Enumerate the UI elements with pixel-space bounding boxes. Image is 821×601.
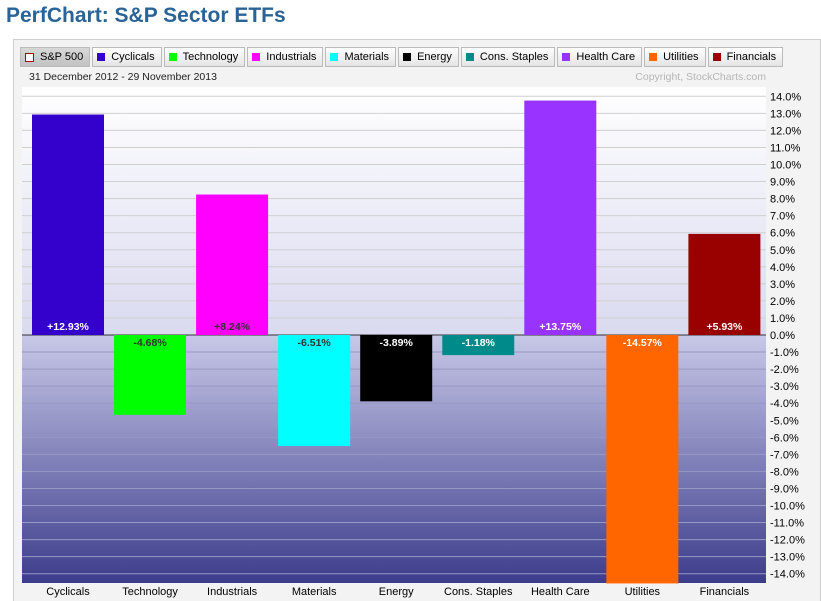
legend-swatch: [562, 53, 571, 61]
y-tick-label: 5.0%: [770, 245, 795, 257]
legend-toggle-technology[interactable]: Technology: [163, 47, 246, 67]
legend-swatch: [168, 53, 177, 61]
legend-label: Cons. Staples: [479, 51, 549, 63]
y-tick-label: 4.0%: [770, 262, 795, 274]
bar-technology: [114, 335, 187, 415]
bars: +12.93% -4.68% +8.24% -6.51% -3.89% -1.18% +13…: [32, 100, 761, 584]
data-label-utilities: -14.57%: [623, 337, 663, 349]
legend-swatch: [649, 53, 658, 61]
y-tick-label: -7.0%: [770, 449, 799, 461]
y-tick-label: -4.0%: [770, 398, 799, 410]
y-tick-label: 6.0%: [770, 228, 795, 240]
legend-label: Health Care: [576, 51, 636, 63]
data-label-energy: -3.89%: [380, 337, 414, 349]
y-tick-label: -6.0%: [770, 432, 799, 444]
x-tick-label-technology: Technology: [122, 586, 178, 598]
data-label-industrials: +8.24%: [214, 321, 251, 333]
x-tick-label-industrials: Industrials: [207, 586, 258, 598]
y-tick-label: -11.0%: [770, 518, 804, 530]
y-tick-label: -2.0%: [770, 364, 799, 376]
y-tick-label: -5.0%: [770, 415, 799, 427]
legend-toggle-s-p-500[interactable]: S&P 500: [20, 47, 91, 67]
y-tick-label: 9.0%: [770, 177, 795, 189]
legend-toggle-cyclicals[interactable]: Cyclicals: [92, 47, 162, 67]
legend-swatch: [97, 53, 106, 61]
legend-swatch: [403, 53, 412, 61]
x-tick-label-cons-staples: Cons. Staples: [444, 586, 513, 598]
x-tick-label-health-care: Health Care: [531, 586, 590, 598]
y-axis: 14.0% 13.0% 12.0% 11.0% 10.0% 9.0% 8.0% 7.0% 6.0…: [770, 91, 805, 580]
legend-swatch: [25, 52, 34, 62]
y-tick-label: -8.0%: [770, 466, 799, 478]
legend-toggle-materials[interactable]: Materials: [325, 47, 397, 67]
legend-toggle-financials[interactable]: Financials: [707, 47, 784, 67]
data-label-technology: -4.68%: [133, 337, 167, 349]
y-tick-label: 14.0%: [770, 91, 801, 103]
page-title: PerfChart: S&P Sector ETFs: [6, 4, 286, 27]
plot-background-positive: [22, 87, 766, 335]
y-tick-label: -9.0%: [770, 483, 799, 495]
data-label-cyclicals: +12.93%: [47, 321, 89, 333]
copyright-notice: Copyright, StockCharts.com: [635, 71, 766, 83]
legend-toggle-energy[interactable]: Energy: [398, 47, 459, 67]
data-label-materials: -6.51%: [298, 337, 332, 349]
legend-label: Financials: [726, 51, 777, 63]
y-tick-label: 13.0%: [770, 108, 801, 120]
legend-label: Energy: [417, 51, 452, 63]
y-tick-label: 1.0%: [770, 313, 795, 325]
legend-swatch: [252, 53, 261, 61]
bar-materials: [278, 335, 351, 446]
y-tick-label: 0.0%: [770, 330, 795, 342]
legend-label: Utilities: [663, 51, 699, 63]
legend-toggle-cons-staples[interactable]: Cons. Staples: [460, 47, 556, 67]
x-tick-label-materials: Materials: [292, 586, 337, 598]
legend-label: Materials: [344, 51, 390, 63]
bar-utilities: [606, 335, 679, 584]
y-tick-label: -13.0%: [770, 552, 805, 564]
y-tick-label: -1.0%: [770, 347, 799, 359]
y-tick-label: -3.0%: [770, 381, 799, 393]
data-label-cons-staples: -1.18%: [462, 337, 496, 349]
x-tick-label-utilities: Utilities: [625, 586, 661, 598]
y-tick-label: 3.0%: [770, 279, 795, 291]
y-tick-label: 7.0%: [770, 211, 795, 223]
legend: S&P 500 Cyclicals Technology Industrials Mat…: [20, 47, 784, 67]
bar-cyclicals: [32, 114, 104, 335]
y-tick-label: 11.0%: [770, 142, 801, 154]
x-axis: Cyclicals Technology Industrials Materials E…: [46, 586, 749, 598]
y-tick-label: -10.0%: [770, 501, 805, 513]
y-tick-label: -12.0%: [770, 535, 805, 547]
bar-financials: [688, 233, 761, 335]
legend-label: Technology: [182, 51, 239, 63]
legend-toggle-health-care[interactable]: Health Care: [557, 47, 643, 67]
x-tick-label-energy: Energy: [379, 586, 414, 598]
bar-energy: [360, 335, 433, 402]
legend-label: S&P 500: [40, 51, 84, 63]
data-label-health-care: +13.75%: [539, 321, 581, 333]
y-tick-label: -14.0%: [770, 569, 805, 581]
legend-swatch: [712, 53, 721, 61]
legend-label: Industrials: [266, 51, 317, 63]
y-tick-label: 8.0%: [770, 194, 795, 206]
legend-label: Cyclicals: [111, 51, 155, 63]
date-range: 31 December 2012 - 29 November 2013: [29, 71, 217, 83]
legend-toggle-utilities[interactable]: Utilities: [644, 47, 706, 67]
bar-health-care: [524, 100, 597, 335]
bar-industrials: [196, 194, 269, 335]
bar-cons-staples: [442, 335, 515, 356]
legend-toggle-industrials[interactable]: Industrials: [247, 47, 324, 67]
data-label-financials: +5.93%: [706, 321, 743, 333]
x-tick-label-financials: Financials: [700, 586, 750, 598]
legend-swatch: [465, 53, 474, 61]
legend-swatch: [330, 53, 339, 61]
x-tick-label-cyclicals: Cyclicals: [46, 586, 90, 598]
y-tick-label: 12.0%: [770, 125, 801, 137]
y-tick-label: 10.0%: [770, 160, 801, 172]
y-tick-label: 2.0%: [770, 296, 795, 308]
